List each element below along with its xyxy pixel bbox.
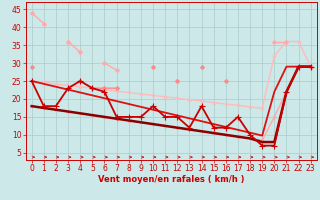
X-axis label: Vent moyen/en rafales ( km/h ): Vent moyen/en rafales ( km/h ) (98, 175, 244, 184)
